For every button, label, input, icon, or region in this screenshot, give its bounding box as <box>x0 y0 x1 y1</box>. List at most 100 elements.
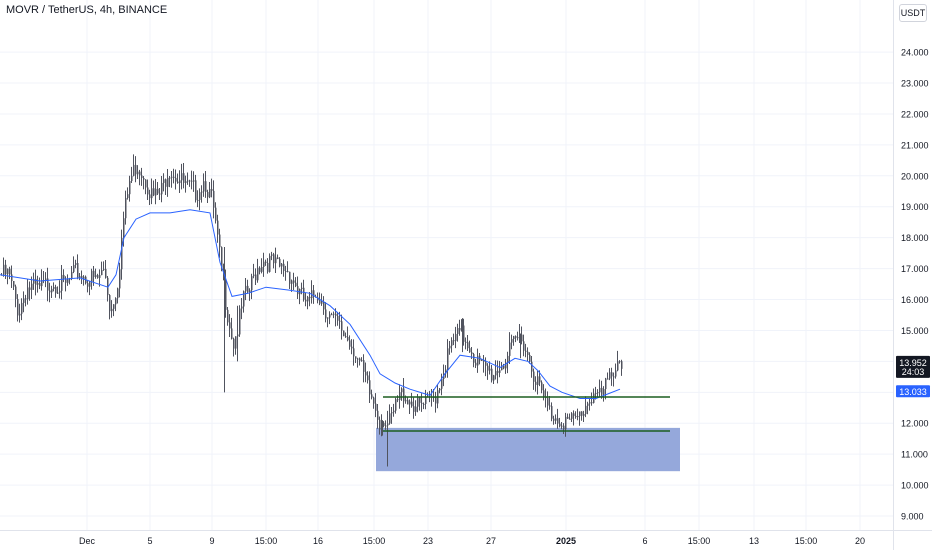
candle-body <box>41 280 43 287</box>
candle-body <box>141 175 143 179</box>
candle-body <box>583 414 585 416</box>
candle-body <box>409 401 411 405</box>
candle-body <box>445 369 447 374</box>
candle-body <box>233 338 235 349</box>
candle-body <box>599 387 601 393</box>
candle-body <box>267 262 269 272</box>
candle-body <box>109 295 111 312</box>
last-price-countdown: 24:03 <box>902 367 925 377</box>
candle-body <box>89 282 91 287</box>
candle-body <box>123 218 125 238</box>
candle-body <box>53 286 55 289</box>
candle-body <box>581 411 583 416</box>
ma-value-label: 13.033 <box>899 387 927 397</box>
candle-body <box>369 380 371 395</box>
candle-body <box>483 359 485 362</box>
candle-body <box>7 268 9 275</box>
candle-body <box>397 399 399 401</box>
candle-body <box>11 274 13 282</box>
candle-body <box>111 308 113 312</box>
candle-body <box>511 338 513 343</box>
candle-body <box>3 264 5 275</box>
candle-body <box>265 261 267 263</box>
candle-body <box>227 309 229 323</box>
moving-average-layer <box>0 209 621 399</box>
candle-body <box>381 422 383 430</box>
candle-body <box>461 325 463 331</box>
candle-body <box>401 388 403 393</box>
candle-body <box>465 341 467 343</box>
candle-body <box>485 361 487 366</box>
candle-body <box>269 255 271 272</box>
candle-body <box>61 274 63 291</box>
candle-body <box>405 400 407 402</box>
candle-body <box>29 287 31 290</box>
candle-body <box>359 358 361 361</box>
candle-body <box>37 283 39 285</box>
candle-body <box>251 276 253 291</box>
candle-body <box>435 397 437 404</box>
x-tick-label: 16 <box>313 536 323 546</box>
candle-body <box>277 257 279 259</box>
candle-body <box>611 372 613 377</box>
candle-body <box>341 321 343 331</box>
candle-body <box>101 269 103 276</box>
candle-body <box>495 370 497 376</box>
candle-body <box>255 274 257 281</box>
x-tick-label: 15:00 <box>795 536 818 546</box>
candle-body <box>459 327 461 331</box>
candle-body <box>589 402 591 404</box>
y-tick-label: 20.000 <box>901 171 929 181</box>
candle-body <box>181 173 183 181</box>
candle-body <box>487 365 489 371</box>
y-tick-label: 19.000 <box>901 202 929 212</box>
candle-body <box>147 187 149 195</box>
candle-body <box>273 254 275 264</box>
candle-body <box>367 375 369 381</box>
candle-body <box>325 309 327 319</box>
candle-body <box>547 398 549 406</box>
candle-body <box>605 378 607 390</box>
candle-body <box>415 406 417 412</box>
currency-button[interactable]: USDT <box>899 4 927 22</box>
candle-body <box>471 352 473 355</box>
candle-body <box>379 419 381 430</box>
y-tick-label: 24.000 <box>901 48 929 58</box>
candle-body <box>193 180 195 182</box>
y-tick-label: 22.000 <box>901 109 929 119</box>
candle-body <box>395 399 397 411</box>
candle-body <box>81 276 83 280</box>
x-tick-label: 20 <box>855 536 865 546</box>
candle-body <box>205 181 207 192</box>
candle-body <box>55 286 57 294</box>
symbol-title[interactable]: MOVR / TetherUS, 4h, BINANCE <box>6 4 168 16</box>
candle-body <box>373 397 375 404</box>
candle-body <box>239 308 241 335</box>
candle-body <box>425 396 427 404</box>
candle-body <box>361 360 363 362</box>
candle-body <box>217 220 219 235</box>
y-tick-label: 17.000 <box>901 264 929 274</box>
demand-zone-layer <box>376 427 680 472</box>
candle-body <box>211 188 213 191</box>
candle-body <box>291 280 293 284</box>
candle-body <box>281 263 283 267</box>
y-tick-label: 18.000 <box>901 233 929 243</box>
candle-body <box>441 378 443 389</box>
candle-body <box>77 263 79 279</box>
candle-body <box>557 418 559 424</box>
candle-body <box>39 283 41 287</box>
candle-body <box>253 274 255 277</box>
candle-body <box>333 313 335 315</box>
candle-body <box>169 177 171 179</box>
candle-body <box>419 396 421 403</box>
candle-body <box>385 425 387 427</box>
candle-body <box>129 181 131 195</box>
candle-body <box>477 355 479 366</box>
candle-body <box>179 180 181 184</box>
candle-body <box>309 296 311 299</box>
x-tick-label: 15:00 <box>688 536 711 546</box>
